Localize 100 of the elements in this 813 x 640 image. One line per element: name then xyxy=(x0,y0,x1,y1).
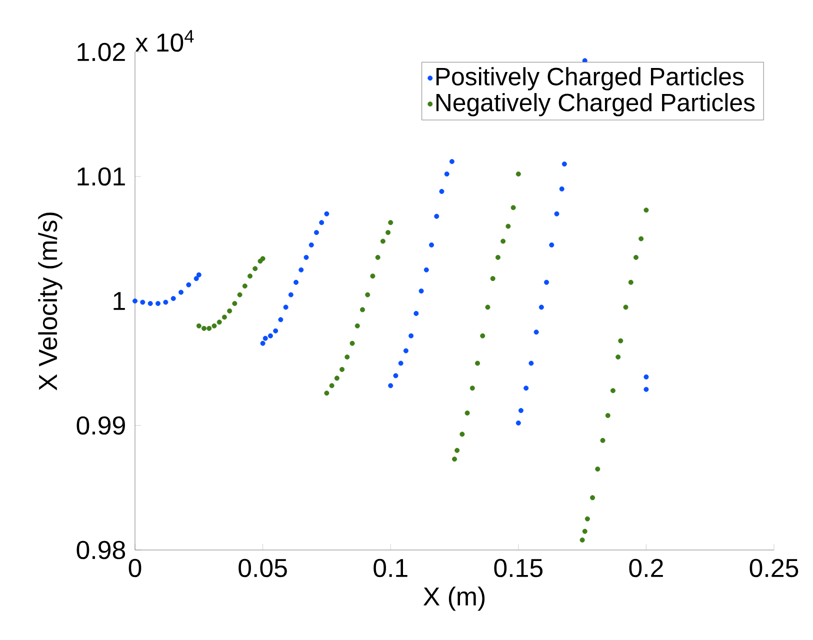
point xyxy=(324,211,330,216)
point xyxy=(294,280,299,285)
point xyxy=(324,390,330,396)
point xyxy=(584,516,590,522)
point xyxy=(464,410,470,416)
point xyxy=(304,254,309,260)
point xyxy=(510,205,516,210)
point xyxy=(206,326,212,331)
point xyxy=(202,326,207,331)
point xyxy=(559,186,564,192)
x-tick-label: 0.25 xyxy=(750,558,798,578)
text: x 10$^{4}$ xyxy=(135,30,194,52)
point xyxy=(278,317,284,322)
point xyxy=(516,420,521,426)
point xyxy=(260,340,266,346)
point xyxy=(393,373,398,378)
point xyxy=(518,408,524,414)
point xyxy=(580,538,585,543)
point xyxy=(398,360,404,366)
point xyxy=(298,267,304,272)
legend-label: Negatively Charged Particles xyxy=(436,93,755,116)
point xyxy=(283,304,288,310)
point xyxy=(623,304,628,310)
y-tick-label: 1 xyxy=(114,292,125,310)
point xyxy=(375,254,380,260)
point xyxy=(186,282,192,288)
point xyxy=(562,162,567,167)
point xyxy=(388,220,394,226)
point xyxy=(227,308,232,314)
point xyxy=(222,314,227,320)
point xyxy=(403,348,408,354)
point xyxy=(273,328,278,334)
point xyxy=(506,224,511,229)
legend-label: Positively Charged Particles xyxy=(436,67,744,90)
x-tick-label: 0.15 xyxy=(494,558,543,578)
point xyxy=(475,360,480,366)
y-tick-label: 0.98 xyxy=(76,540,126,560)
point xyxy=(248,274,253,279)
point xyxy=(268,333,273,338)
point xyxy=(480,333,486,338)
point xyxy=(500,238,506,244)
point xyxy=(434,214,440,219)
point xyxy=(549,242,554,248)
x-tick-label: 0.05 xyxy=(238,558,287,578)
point xyxy=(638,236,644,242)
point xyxy=(340,366,345,372)
point xyxy=(516,172,521,177)
point xyxy=(600,438,606,443)
point xyxy=(534,330,539,335)
y-tick-label: 0.99 xyxy=(76,416,125,435)
point xyxy=(595,466,600,472)
point xyxy=(490,276,496,282)
point xyxy=(232,300,238,306)
x-tick-label: 0.1 xyxy=(374,558,408,578)
point xyxy=(610,388,616,394)
point xyxy=(528,360,534,366)
point xyxy=(156,300,161,306)
point xyxy=(314,230,319,236)
point xyxy=(460,432,465,437)
point xyxy=(470,386,475,391)
x-tick-label: 0 xyxy=(128,558,142,578)
point xyxy=(554,211,560,216)
point xyxy=(449,159,454,164)
point xyxy=(408,333,414,338)
point xyxy=(148,300,153,306)
point xyxy=(633,254,638,260)
point xyxy=(429,242,434,248)
y-tick-label: 1.02 xyxy=(78,42,125,62)
point xyxy=(252,266,258,272)
point xyxy=(212,323,217,328)
y-axis-title: X Velocity (m/s) xyxy=(38,212,62,390)
point xyxy=(495,254,500,260)
point xyxy=(237,292,242,298)
point xyxy=(354,323,360,328)
point xyxy=(616,354,621,360)
point xyxy=(644,208,649,213)
point xyxy=(242,284,248,289)
point xyxy=(329,383,334,388)
point xyxy=(628,280,634,285)
point xyxy=(365,292,370,298)
point xyxy=(444,172,450,177)
point xyxy=(178,290,184,295)
point xyxy=(582,528,588,534)
point xyxy=(524,386,529,391)
point xyxy=(644,386,649,392)
point xyxy=(418,288,424,294)
point xyxy=(262,336,268,341)
y-tick-label: 1.01 xyxy=(78,167,125,186)
x-tick-label: 0.2 xyxy=(629,558,663,578)
point xyxy=(605,413,610,418)
point xyxy=(386,230,391,236)
point xyxy=(260,256,266,262)
point xyxy=(590,495,596,500)
point xyxy=(644,374,649,380)
point xyxy=(308,242,314,248)
point xyxy=(344,354,350,360)
point xyxy=(452,456,458,462)
point xyxy=(454,448,460,453)
point xyxy=(424,267,429,272)
point xyxy=(360,307,365,312)
